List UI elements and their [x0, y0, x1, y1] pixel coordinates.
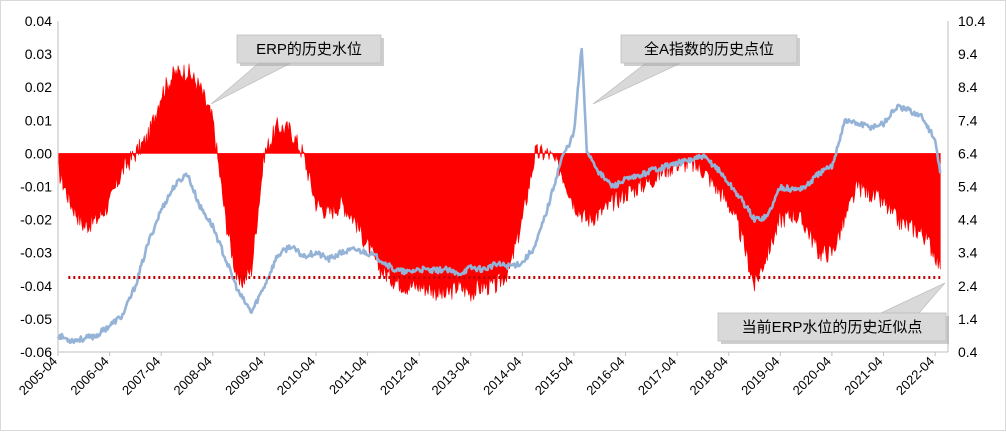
y-right-tick-label: 8.4	[958, 79, 978, 95]
annotation-pointer	[880, 282, 946, 314]
y-right-tick-label: 5.4	[958, 179, 978, 195]
y-left-tick-label: -0.05	[20, 311, 52, 327]
index-line-series	[56, 47, 942, 344]
x-tick-label: 2015-04	[532, 354, 576, 398]
y-left-tick-label: -0.06	[20, 344, 52, 360]
y-left-tick-label: -0.01	[20, 179, 52, 195]
annotation-pointer	[592, 62, 682, 105]
x-tick-label: 2009-04	[222, 354, 266, 398]
y-left-tick-label: 0.02	[25, 79, 52, 95]
y-right-tick-label: 7.4	[958, 112, 978, 128]
x-tick-label: 2013-04	[429, 354, 473, 398]
x-tick-label: 2010-04	[274, 354, 318, 398]
y-right-tick-label: 1.4	[958, 311, 978, 327]
y-right-tick-label: 9.4	[958, 46, 978, 62]
y-left-tick-label: -0.03	[20, 245, 52, 261]
x-tick-label: 2012-04	[377, 354, 421, 398]
y-right-tick-label: 4.4	[958, 212, 978, 228]
x-tick-label: 2006-04	[67, 354, 111, 398]
y-right-tick-label: 10.4	[958, 13, 985, 29]
annotation-label: 当前ERP水位的历史近似点	[742, 319, 923, 336]
x-tick-label: 2016-04	[583, 354, 627, 398]
y-left-tick-label: 0.01	[25, 112, 52, 128]
annotation-box	[717, 312, 947, 342]
annotation-pointer	[210, 62, 292, 105]
x-tick-label: 2019-04	[738, 354, 782, 398]
y-left-tick-label: -0.04	[20, 278, 52, 294]
annotation-label: 全A指数的历史点位	[644, 40, 774, 58]
x-tick-label: 2020-04	[790, 354, 834, 398]
x-tick-label: 2014-04	[480, 354, 524, 398]
y-right-tick-label: 0.4	[958, 344, 978, 360]
annotation-box	[236, 34, 382, 64]
y-left-tick-label: -0.02	[20, 212, 52, 228]
x-tick-label: 2005-04	[16, 354, 60, 398]
y-left-tick-label: 0.00	[25, 145, 52, 161]
x-tick-label: 2008-04	[171, 354, 215, 398]
erp-area-series	[57, 63, 941, 302]
annotation-label: ERP的历史水位	[256, 41, 362, 58]
y-right-tick-label: 2.4	[958, 278, 978, 294]
y-left-tick-label: 0.03	[25, 46, 52, 62]
y-right-tick-label: 6.4	[958, 145, 978, 161]
x-tick-label: 2018-04	[686, 354, 730, 398]
x-tick-label: 2007-04	[119, 354, 163, 398]
x-tick-label: 2011-04	[326, 354, 370, 398]
x-tick-label: 2021-04	[841, 354, 885, 398]
y-left-tick-label: 0.04	[25, 13, 52, 29]
x-tick-label: 2017-04	[635, 354, 679, 398]
x-tick-label: 2022-04	[893, 354, 937, 398]
y-right-tick-label: 3.4	[958, 245, 978, 261]
annotation-box	[620, 34, 798, 64]
